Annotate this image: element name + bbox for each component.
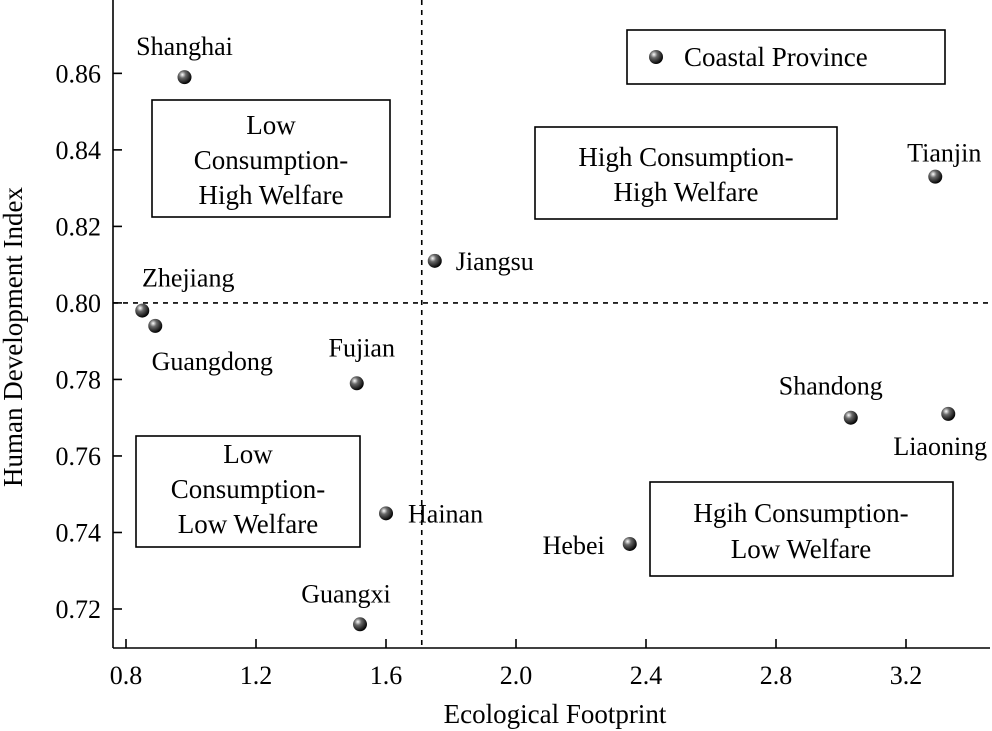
x-tick-label: 2.0 [500,661,533,690]
quadrant-label-line: High Welfare [613,177,758,207]
point-label-guangdong: Guangdong [152,347,273,376]
x-axis-title: Ecological Footprint [444,699,667,729]
quadrant-box-border [135,435,361,548]
x-tick-label: 2.8 [760,661,793,690]
x-tick-label: 0.8 [110,661,143,690]
y-tick-label: 0.86 [56,59,102,88]
data-point-tianjin [928,169,943,184]
legend-label: Coastal Province [684,42,868,72]
point-label-fujian: Fujian [329,333,395,362]
quadrant-box-border [151,99,391,218]
x-tick-label: 1.6 [370,661,403,690]
quadrant-label-line: Hgih Consumption- [693,498,908,528]
point-label-shandong: Shandong [779,372,883,401]
data-point-shanghai [177,70,192,85]
point-label-shanghai: Shanghai [136,32,233,61]
legend-marker [649,50,663,64]
y-axis-title: Human Development Index [0,187,28,487]
point-label-guangxi: Guangxi [301,579,391,608]
quadrant-box-border [534,126,838,220]
quadrant-label-line: High Consumption- [578,142,793,172]
point-label-zhejiang: Zhejiang [142,264,234,293]
quadrant-box-border [649,481,954,577]
point-label-hainan: Hainan [408,499,483,528]
y-tick-label: 0.74 [56,518,102,547]
data-point-fujian [349,376,364,391]
data-point-zhejiang [135,303,150,318]
y-tick-label: 0.82 [56,212,102,241]
legend-box [626,29,946,85]
quadrant-label-line: Low Welfare [178,509,319,539]
y-tick-label: 0.72 [56,595,102,624]
quadrant-label-box: Low Consumption- Low Welfare [135,435,361,548]
y-tick-label: 0.84 [56,136,102,165]
data-point-shandong [843,410,858,425]
point-label-jiangsu: Jiangsu [456,247,534,276]
quadrant-label-line: Low [223,439,273,469]
data-point-hebei [622,536,637,551]
quadrant-label-line: Consumption- [194,145,349,175]
x-tick-label: 1.2 [240,661,273,690]
quadrant-label-line: Low [246,110,296,140]
point-label-tianjin: Tianjin [907,139,981,168]
data-point-guangdong [148,318,163,333]
data-point-guangxi [353,617,367,632]
data-point-hainan [379,506,393,521]
data-point-liaoning [941,406,956,421]
point-label-hebei: Hebei [543,531,605,560]
y-tick-label: 0.78 [56,365,102,394]
point-label-liaoning: Liaoning [893,432,987,461]
y-tick-label: 0.76 [56,442,102,471]
quadrant-label-line: Low Welfare [731,534,872,564]
quadrant-label-box: High Consumption- High Welfare [534,126,838,220]
x-tick-label: 2.4 [630,661,663,690]
data-point-jiangsu [427,253,442,268]
x-tick-label: 3.2 [890,661,923,690]
quadrant-label-line: High Welfare [198,180,343,210]
quadrant-label-box: Low Consumption- High Welfare [151,99,391,218]
y-tick-label: 0.80 [56,289,102,318]
quadrant-label-line: Consumption- [171,474,326,504]
quadrant-label-box: Hgih Consumption- Low Welfare [649,481,954,577]
